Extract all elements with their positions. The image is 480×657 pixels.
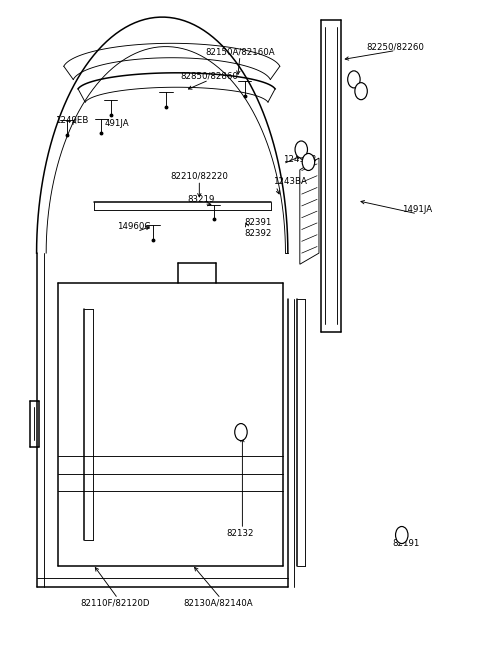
Polygon shape (300, 158, 319, 264)
Text: 14960C: 14960C (117, 222, 150, 231)
Text: 82850/82860: 82850/82860 (180, 72, 238, 81)
Text: 82191: 82191 (393, 539, 420, 548)
Text: 1243BA: 1243BA (274, 177, 307, 186)
Text: 83219: 83219 (187, 195, 215, 204)
Text: 1249EB: 1249EB (55, 116, 88, 125)
Circle shape (295, 141, 308, 158)
Circle shape (396, 526, 408, 543)
Circle shape (235, 424, 247, 441)
Circle shape (348, 71, 360, 88)
Text: 1491JA: 1491JA (402, 205, 432, 214)
Text: 82110F/82120D: 82110F/82120D (81, 598, 150, 607)
Text: 1249EB: 1249EB (283, 155, 316, 164)
Circle shape (302, 154, 315, 171)
Text: 82150A/82160A: 82150A/82160A (205, 47, 275, 57)
Circle shape (355, 83, 367, 100)
Text: 82210/82220: 82210/82220 (170, 172, 228, 181)
Text: 82392: 82392 (245, 229, 272, 238)
Text: 82130A/82140A: 82130A/82140A (184, 598, 253, 607)
Text: 491JA: 491JA (105, 120, 130, 129)
Text: 82132: 82132 (226, 528, 254, 537)
Text: 82391: 82391 (245, 217, 272, 227)
Text: 82250/82260: 82250/82260 (367, 42, 424, 51)
